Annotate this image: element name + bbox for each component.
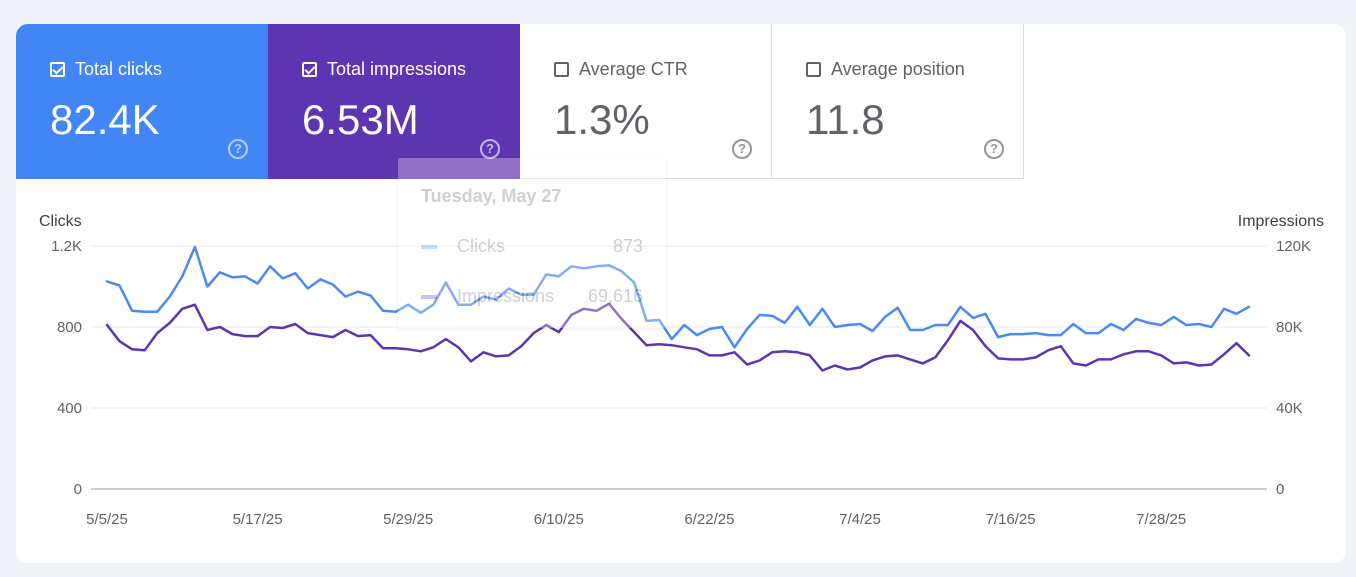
right-axis-tick-label: 120K (1276, 238, 1311, 255)
checkbox-unchecked-icon[interactable] (554, 62, 569, 77)
help-icon[interactable]: ? (228, 139, 248, 159)
metric-average-ctr[interactable]: Average CTR 1.3% ? (520, 24, 772, 179)
x-axis-tick-label: 5/29/25 (383, 511, 433, 528)
left-axis-tick-label: 0 (74, 481, 82, 498)
x-axis-tick-label: 6/22/25 (684, 511, 734, 528)
metric-value: 6.53M (302, 96, 419, 143)
metric-label: Total impressions (327, 59, 467, 79)
x-axis-tick-label: 7/4/25 (839, 511, 881, 528)
metric-average-position[interactable]: Average position 11.8 ? (772, 24, 1024, 179)
tooltip-row-clicks: Clicks 873 (421, 236, 643, 257)
chart-tooltip: Tuesday, May 27 Clicks 873 Impressions 6… (398, 158, 666, 328)
performance-card: Total clicks 82.4K ? Total impressions 6… (16, 24, 1346, 563)
tooltip-date: Tuesday, May 27 (421, 186, 562, 206)
help-icon[interactable]: ? (480, 139, 500, 159)
tooltip-row-value: 873 (612, 236, 643, 256)
checkbox-unchecked-icon[interactable] (806, 62, 821, 77)
checkbox-checked-icon[interactable] (302, 62, 317, 77)
right-axis-tick-label: 80K (1276, 319, 1303, 336)
right-axis-tick-label: 40K (1276, 400, 1303, 417)
impressions-swatch (421, 295, 437, 300)
metric-value: 1.3% (554, 96, 650, 143)
metric-value: 11.8 (806, 96, 885, 143)
metric-label: Average position (831, 59, 965, 79)
tooltip-row-label: Clicks (457, 236, 506, 256)
series-line-clicks (105, 245, 1251, 349)
metric-label: Average CTR (579, 59, 688, 79)
metric-label: Total clicks (75, 59, 163, 79)
clicks-swatch (421, 245, 437, 250)
x-axis-tick-label: 7/28/25 (1136, 511, 1186, 528)
metric-tabs: Total clicks 82.4K ? Total impressions 6… (16, 24, 1024, 179)
x-axis-tick-label: 5/17/25 (233, 511, 283, 528)
right-axis-tick-label: 0 (1276, 481, 1284, 498)
x-axis-tick-label: 5/5/25 (86, 511, 128, 528)
metric-total-clicks[interactable]: Total clicks 82.4K ? (16, 24, 268, 179)
metric-value: 82.4K (50, 96, 160, 143)
left-axis-tick-label: 1.2K (51, 238, 82, 255)
x-axis-tick-label: 7/16/25 (986, 511, 1036, 528)
checkbox-checked-icon[interactable] (50, 62, 65, 77)
left-axis-title: Clicks (39, 213, 82, 230)
left-axis-tick-label: 800 (57, 319, 82, 336)
series-line-impressions (105, 302, 1251, 372)
tooltip-row-impressions: Impressions 69,616 (421, 286, 643, 307)
metric-total-impressions[interactable]: Total impressions 6.53M ? (268, 24, 520, 179)
tooltip-row-value: 69,616 (587, 286, 643, 306)
help-icon[interactable]: ? (732, 139, 752, 159)
x-axis-tick-label: 6/10/25 (534, 511, 584, 528)
tooltip-row-label: Impressions (457, 286, 555, 306)
help-icon[interactable]: ? (984, 139, 1004, 159)
left-axis-tick-label: 400 (57, 400, 82, 417)
right-axis-title: Impressions (1237, 213, 1324, 230)
